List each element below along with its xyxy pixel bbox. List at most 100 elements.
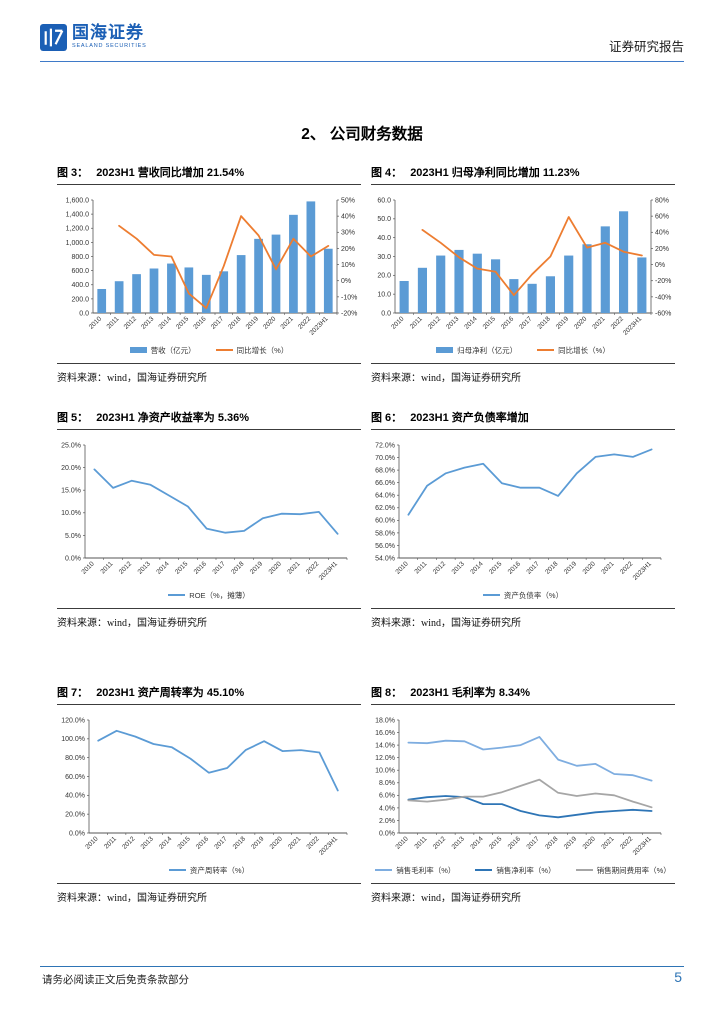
figure-5-legend: ROE（%，摊薄） bbox=[57, 588, 361, 602]
figure-4-legend: 归母净利（亿元） 同比增长（%） bbox=[371, 343, 675, 357]
figure-5-title: 图 5： 2023H1 净资产收益率为 5.36% bbox=[57, 409, 361, 430]
page-number: 5 bbox=[674, 969, 682, 985]
x-axis-tick-label: 2018 bbox=[232, 835, 248, 851]
x-axis-tick-label: 2022 bbox=[305, 560, 321, 576]
figure-5-caption: 2023H1 净资产收益率为 5.36% bbox=[96, 412, 250, 424]
x-axis-tick-label: 2019 bbox=[245, 315, 261, 331]
x-axis-tick-label: 2012 bbox=[123, 315, 139, 331]
bar bbox=[184, 267, 194, 313]
y-axis-tick-label: 70.0% bbox=[375, 455, 395, 462]
bar bbox=[491, 259, 501, 313]
y-axis-tick-label: 20.0 bbox=[377, 273, 391, 280]
x-axis-tick-label: 2013 bbox=[137, 560, 153, 576]
figure-7-caption: 2023H1 资产周转率为 45.10% bbox=[96, 687, 245, 699]
x-axis-tick-label: 2013 bbox=[140, 835, 156, 851]
bar bbox=[472, 253, 482, 313]
y-axis-tick-label: 68.0% bbox=[375, 468, 395, 475]
line-series bbox=[93, 468, 339, 535]
x-axis-tick-label: 2014 bbox=[158, 315, 174, 331]
bar bbox=[637, 257, 647, 313]
bar bbox=[254, 238, 263, 313]
x-axis-tick-label: 2012 bbox=[121, 835, 137, 851]
right-axis-tick-label: -20% bbox=[341, 310, 357, 317]
right-axis-tick-label: 10% bbox=[341, 262, 355, 269]
footer-disclaimer: 请务必阅读正文后免责条款部分 bbox=[42, 975, 189, 986]
y-axis-tick-label: 1,600.0 bbox=[66, 197, 89, 204]
legend-swatch bbox=[129, 347, 147, 353]
x-axis-tick-label: 2021 bbox=[286, 560, 302, 576]
x-axis-tick-label: 2012 bbox=[432, 835, 448, 851]
y-axis-tick-label: 62.0% bbox=[375, 505, 395, 512]
x-axis-tick-label: 2010 bbox=[84, 835, 100, 851]
logo-text-block: 国海证券 SEALAND SECURITIES bbox=[72, 24, 147, 50]
y-axis-tick-label: 12.0% bbox=[375, 755, 395, 762]
x-axis-tick-label: 2023H1 bbox=[318, 560, 340, 582]
y-axis-tick-label: 0.0% bbox=[379, 830, 395, 837]
x-axis-tick-label: 2010 bbox=[394, 560, 410, 576]
figure-4-caption: 2023H1 归母净利同比增加 11.23% bbox=[410, 167, 580, 179]
x-axis-tick-label: 2020 bbox=[268, 560, 284, 576]
bar bbox=[582, 244, 592, 313]
x-axis-tick-label: 2014 bbox=[158, 835, 174, 851]
bar bbox=[600, 226, 610, 313]
figure-6-source: 资料来源：wind，国海证券研究所 bbox=[371, 608, 675, 629]
y-axis-tick-label: 10.0 bbox=[377, 292, 391, 299]
bar bbox=[619, 211, 629, 313]
figure-6-legend: 资产负债率（%） bbox=[371, 588, 675, 602]
bar bbox=[289, 214, 298, 313]
y-axis-tick-label: 60.0 bbox=[377, 197, 391, 204]
figure-5-source: 资料来源：wind，国海证券研究所 bbox=[57, 608, 361, 629]
legend-label: 资产负债率（%） bbox=[503, 590, 564, 600]
logo-name-en: SEALAND SECURITIES bbox=[72, 43, 147, 49]
x-axis-tick-label: 2021 bbox=[600, 835, 616, 851]
x-axis-tick-label: 2021 bbox=[600, 560, 616, 576]
x-axis-tick-label: 2017 bbox=[525, 835, 541, 851]
x-axis-tick-label: 2010 bbox=[80, 560, 96, 576]
y-axis-tick-label: 20.0% bbox=[65, 812, 85, 819]
line-series bbox=[97, 729, 339, 792]
report-type-label: 证券研究报告 bbox=[608, 40, 684, 54]
x-axis-tick-label: 2021 bbox=[280, 315, 296, 331]
figure-5: 图 5： 2023H1 净资产收益率为 5.36% 0.0% 5.0% 10.0% 1… bbox=[57, 409, 361, 629]
y-axis-tick-label: 6.0% bbox=[379, 793, 395, 800]
legend-item: 销售净利率（%） bbox=[475, 865, 556, 876]
figure-4-source: 资料来源：wind，国海证券研究所 bbox=[371, 363, 675, 384]
y-axis-tick-label: 20.0% bbox=[61, 465, 81, 472]
bar bbox=[454, 249, 464, 313]
y-axis-tick-label: 64.0% bbox=[375, 493, 395, 500]
x-axis-tick-label: 2019 bbox=[249, 560, 265, 576]
x-axis-tick-label: 2010 bbox=[88, 315, 104, 331]
x-axis-tick-label: 2020 bbox=[269, 835, 285, 851]
legend-label: 同比增长（%） bbox=[236, 345, 289, 355]
x-axis-tick-label: 2012 bbox=[118, 560, 134, 576]
right-axis-tick-label: 80% bbox=[655, 197, 669, 204]
bar bbox=[564, 255, 574, 313]
legend-label: 同比增长（%） bbox=[558, 345, 610, 355]
figure-8-legend: 销售毛利率（%） 销售净利率（%） 销售期间费用率（%） bbox=[371, 863, 675, 877]
figure-6: 图 6： 2023H1 资产负债率增加 54.0% 56.0% 58.0% 60.0%… bbox=[371, 409, 675, 629]
bar bbox=[149, 268, 159, 313]
figure-7-legend: 资产周转率（%） bbox=[57, 863, 361, 877]
x-axis-tick-label: 2010 bbox=[394, 835, 410, 851]
line-series bbox=[118, 215, 330, 310]
x-axis-tick-label: 2022 bbox=[610, 315, 626, 331]
right-axis-tick-label: -40% bbox=[655, 294, 671, 301]
figure-4: 图 4： 2023H1 归母净利同比增加 11.23% 0.0 10.0 20.0 3… bbox=[371, 164, 675, 384]
x-axis-tick-label: 2011 bbox=[409, 315, 424, 330]
x-axis-tick-label: 2018 bbox=[544, 835, 560, 851]
bar bbox=[97, 288, 107, 313]
figure-3-chart: 0.0 200.0 400.0 600.0 800.0 1,000.0 1,200.0 1,4… bbox=[66, 197, 358, 336]
legend-label: 销售期间费用率（%） bbox=[596, 865, 671, 875]
x-axis-tick-label: 2017 bbox=[211, 560, 227, 576]
y-axis-tick-label: 120.0% bbox=[61, 717, 85, 724]
x-axis-tick-label: 2022 bbox=[305, 835, 321, 851]
right-axis-tick-label: 20% bbox=[341, 246, 355, 253]
x-axis-tick-label: 2013 bbox=[451, 835, 467, 851]
bar bbox=[201, 274, 211, 313]
y-axis-tick-label: 1,000.0 bbox=[66, 240, 89, 247]
sealand-logo-icon bbox=[40, 24, 67, 51]
x-axis-tick-label: 2018 bbox=[537, 315, 553, 331]
legend-label: 销售毛利率（%） bbox=[396, 865, 456, 875]
x-axis-tick-label: 2015 bbox=[482, 315, 498, 331]
logo-name-cn: 国海证券 bbox=[72, 23, 144, 42]
